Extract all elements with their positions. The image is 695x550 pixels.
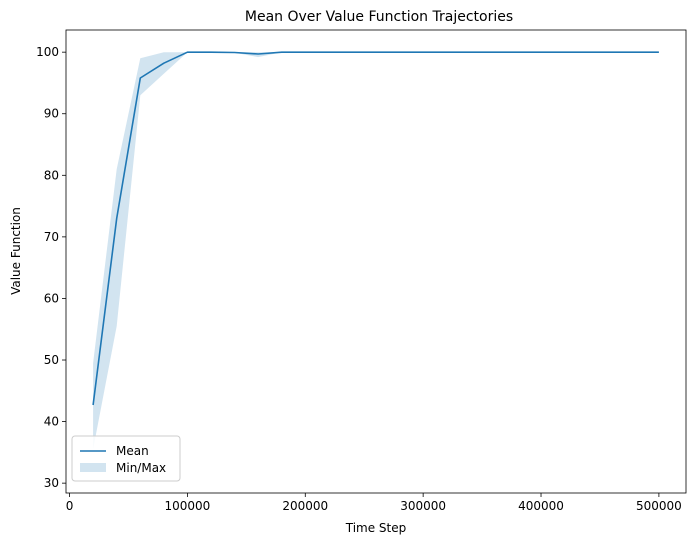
plot-frame [65, 29, 687, 494]
x-tick-label: 100000 [165, 499, 211, 513]
y-tick-label: 100 [36, 45, 59, 59]
x-tick-label: 500000 [636, 499, 682, 513]
y-tick-label: 70 [44, 230, 59, 244]
y-axis: 30 40 50 60 70 80 90 100 [36, 45, 66, 490]
chart-title: Mean Over Value Function Trajectories [245, 9, 513, 25]
y-tick-label: 30 [44, 476, 59, 490]
mean-line [92, 51, 659, 406]
x-tick-label: 200000 [282, 499, 328, 513]
minmax-band [93, 52, 659, 450]
y-axis-label: Value Function [9, 207, 23, 295]
x-axis-label: Time Step [345, 521, 407, 535]
x-tick-label: 400000 [518, 499, 564, 513]
plot-area [92, 51, 659, 450]
legend-minmax-label: Min/Max [116, 461, 166, 475]
legend: Mean Min/Max [71, 435, 181, 482]
x-tick-label: 300000 [400, 499, 446, 513]
x-tick-label: 0 [66, 499, 74, 513]
y-tick-label: 50 [44, 353, 59, 367]
x-axis: 0 100000 200000 300000 400000 500000 [66, 493, 682, 513]
legend-frame [71, 435, 181, 482]
y-tick-label: 60 [44, 291, 59, 305]
y-tick-label: 40 [44, 415, 59, 429]
legend-mean-label: Mean [116, 444, 149, 458]
legend-minmax-swatch [80, 463, 106, 472]
y-tick-label: 90 [44, 107, 59, 121]
y-tick-label: 80 [44, 168, 59, 182]
